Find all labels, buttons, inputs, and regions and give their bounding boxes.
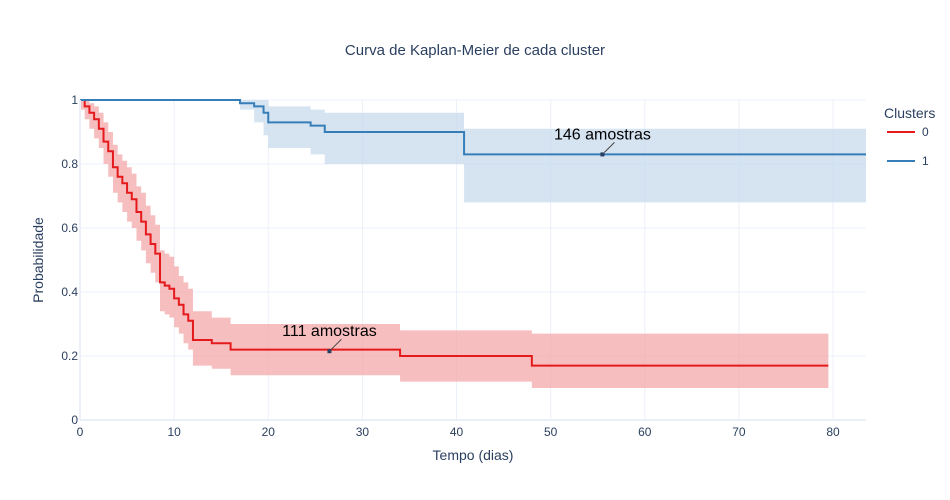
- x-axis-title: Tempo (dias): [433, 447, 514, 463]
- y-tick-label: 0.6: [61, 221, 78, 235]
- survival-line-cluster-1[interactable]: [80, 99, 866, 156]
- annotation-arrow: [331, 338, 342, 350]
- survival-lines: [80, 99, 866, 367]
- x-tick-label: 50: [544, 425, 558, 439]
- x-tick-label: 60: [638, 425, 652, 439]
- legend-item-cluster-1[interactable]: 1: [887, 154, 929, 168]
- annotation-label: 111 amostras: [282, 323, 377, 340]
- x-tick-label: 70: [732, 425, 746, 439]
- y-tick-label: 0: [71, 413, 78, 427]
- annotation-label: 146 amostras: [554, 126, 651, 143]
- x-tick-label: 40: [450, 425, 464, 439]
- legend-title: Clusters: [884, 105, 935, 121]
- y-tick-label: 0.2: [61, 349, 78, 363]
- y-tick-label: 0.8: [61, 157, 78, 171]
- confidence-band-cluster-0: [80, 100, 829, 388]
- axes: 0 10 20 30 40 50 60 70 80 0 0.2 0.4 0.6 0.8 1: [61, 93, 866, 439]
- chart-title: Curva de Kaplan-Meier de cada cluster: [345, 42, 605, 59]
- legend-label: 0: [922, 125, 929, 139]
- x-tick-label: 80: [826, 425, 840, 439]
- confidence-bands: [80, 100, 866, 388]
- x-tick-label: 10: [167, 425, 181, 439]
- x-tick-label: 20: [262, 425, 276, 439]
- y-tick-label: 0.4: [61, 285, 78, 299]
- legend-item-cluster-0[interactable]: 0: [887, 125, 929, 139]
- annotation-point: [327, 349, 332, 354]
- annotation-arrow: [604, 142, 615, 153]
- x-tick-label: 0: [77, 425, 84, 439]
- legend-label: 1: [922, 154, 929, 168]
- x-tick-label: 30: [356, 425, 370, 439]
- confidence-band-cluster-1: [80, 100, 866, 203]
- annotations: 111 amostras 146 amostras: [282, 126, 651, 354]
- annotation-point: [600, 152, 605, 157]
- survival-line-cluster-0[interactable]: [80, 99, 829, 367]
- y-axis-title: Probabilidade: [30, 217, 46, 303]
- legend[interactable]: Clusters 0 1: [884, 105, 935, 168]
- y-tick-label: 1: [71, 93, 78, 107]
